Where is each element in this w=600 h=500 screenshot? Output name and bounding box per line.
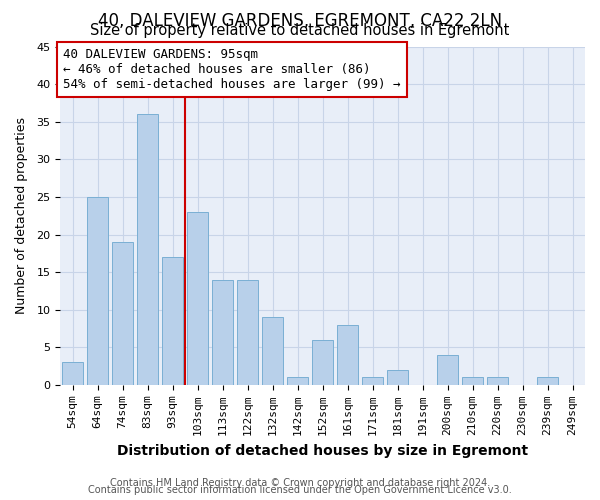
Bar <box>437 355 458 385</box>
Bar <box>362 378 383 385</box>
Bar <box>112 242 133 385</box>
Y-axis label: Number of detached properties: Number of detached properties <box>15 117 28 314</box>
Bar <box>462 378 483 385</box>
Text: Contains public sector information licensed under the Open Government Licence v3: Contains public sector information licen… <box>88 485 512 495</box>
Bar <box>187 212 208 385</box>
X-axis label: Distribution of detached houses by size in Egremont: Distribution of detached houses by size … <box>117 444 528 458</box>
Bar <box>387 370 408 385</box>
Text: Contains HM Land Registry data © Crown copyright and database right 2024.: Contains HM Land Registry data © Crown c… <box>110 478 490 488</box>
Bar <box>87 197 108 385</box>
Bar <box>212 280 233 385</box>
Text: Size of property relative to detached houses in Egremont: Size of property relative to detached ho… <box>91 22 509 38</box>
Bar <box>337 325 358 385</box>
Text: 40 DALEVIEW GARDENS: 95sqm
← 46% of detached houses are smaller (86)
54% of semi: 40 DALEVIEW GARDENS: 95sqm ← 46% of deta… <box>63 48 400 91</box>
Bar <box>62 362 83 385</box>
Text: 40, DALEVIEW GARDENS, EGREMONT, CA22 2LN: 40, DALEVIEW GARDENS, EGREMONT, CA22 2LN <box>98 12 502 30</box>
Bar <box>162 257 183 385</box>
Bar <box>137 114 158 385</box>
Bar <box>487 378 508 385</box>
Bar <box>312 340 333 385</box>
Bar <box>262 318 283 385</box>
Bar <box>537 378 558 385</box>
Bar <box>237 280 258 385</box>
Bar <box>287 378 308 385</box>
